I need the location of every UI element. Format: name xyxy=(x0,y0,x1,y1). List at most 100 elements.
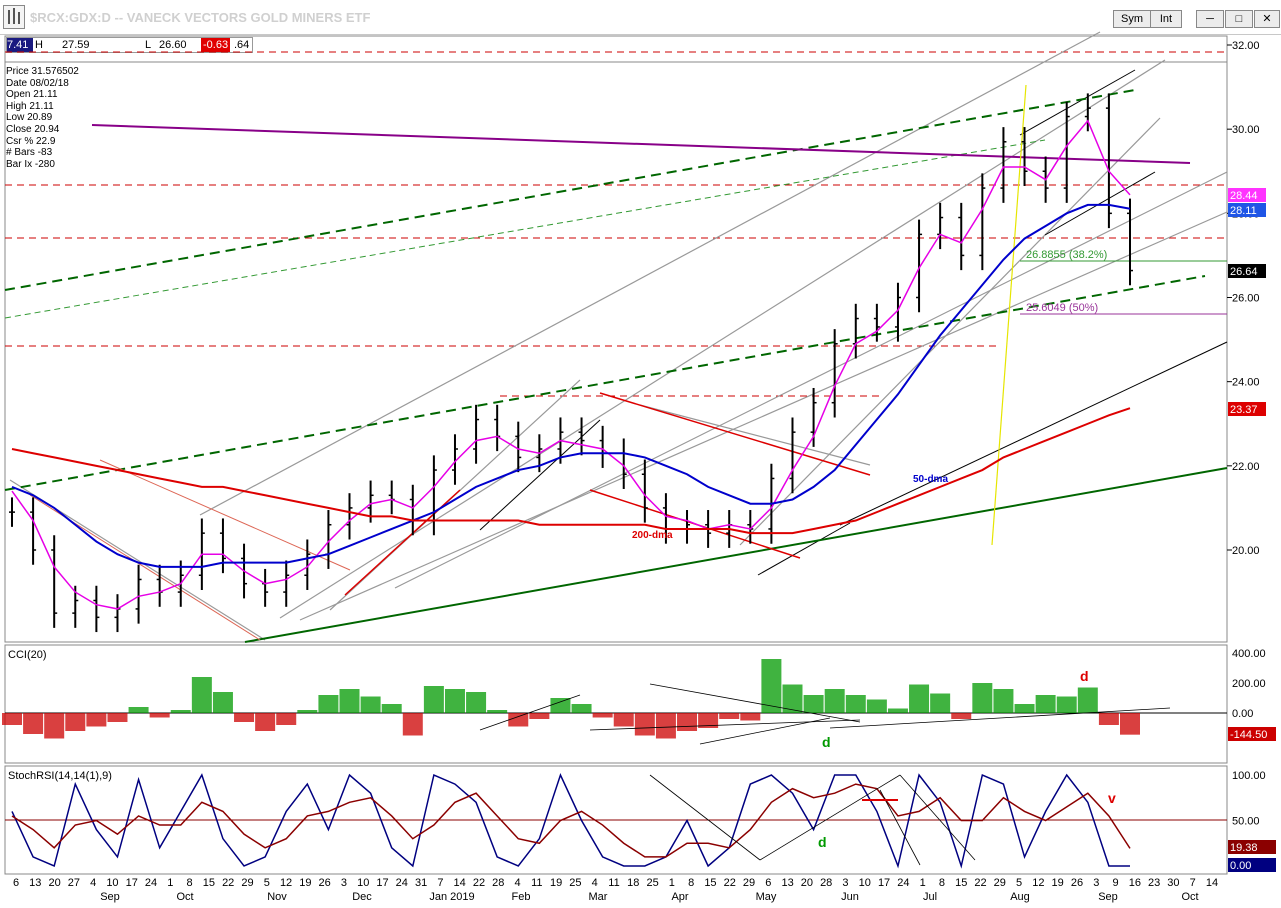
yellow-marker-line xyxy=(991,84,1027,546)
cci-bar xyxy=(360,696,381,713)
x-axis-day-label: 14 xyxy=(454,877,466,889)
ohlc-bar xyxy=(156,564,163,607)
cci-bar xyxy=(740,713,761,721)
ma10-line xyxy=(11,119,1131,610)
x-axis-day-label: 8 xyxy=(939,877,945,889)
close-icon: ✕ xyxy=(1262,13,1272,25)
info-low: Low 20.89 xyxy=(6,112,53,124)
green-long-trendline xyxy=(244,467,1228,643)
cci-bar xyxy=(212,692,233,713)
x-axis-day-label: 4 xyxy=(592,877,598,889)
cci-bar xyxy=(1098,713,1119,725)
x-axis-day-label: 19 xyxy=(299,877,311,889)
badge-last xyxy=(1228,264,1266,278)
stochrsi-trendlines xyxy=(649,774,976,866)
hl-last-value: .64 xyxy=(234,39,250,51)
badge-ma50 xyxy=(1228,203,1266,217)
cci-d-annotation-1: d xyxy=(822,734,831,750)
x-axis-day-label: 28 xyxy=(492,877,504,889)
cci-bar xyxy=(444,689,465,713)
stochrsi-fast-line xyxy=(11,772,1130,869)
cci-bar xyxy=(1120,713,1140,735)
stochrsi-d-annotation: d xyxy=(818,834,827,850)
x-axis-day-label: 7 xyxy=(1190,877,1196,889)
badge-ma200 xyxy=(1228,402,1266,416)
cci-badge-text: -144.50 xyxy=(1230,729,1267,741)
price-axis-label: 22.00 xyxy=(1232,461,1260,473)
ohlc-bar xyxy=(304,539,311,590)
ohlc-bar xyxy=(979,173,986,271)
hl-h-label: H xyxy=(35,39,43,51)
cci-axis-label: 0.00 xyxy=(1232,708,1253,720)
x-axis-day-label: 1 xyxy=(920,877,926,889)
cci-bar xyxy=(276,713,297,725)
x-axis-day-label: 18 xyxy=(627,877,639,889)
x-axis-day-label: 11 xyxy=(531,877,542,889)
minimize-button[interactable]: ─ xyxy=(1196,10,1224,28)
stochrsi-badge-1 xyxy=(1228,840,1276,854)
cci-bar xyxy=(466,692,487,713)
x-axis-day-label: 12 xyxy=(280,877,292,889)
x-axis-day-label: 24 xyxy=(897,877,909,889)
ohlc-bar xyxy=(409,484,416,536)
stochrsi-badge-2-text: 0.00 xyxy=(1230,860,1251,872)
cci-bar xyxy=(86,713,107,727)
price-pane-frame xyxy=(4,35,1228,643)
cci-bar xyxy=(529,713,550,719)
hl-low-tag: 7.41 xyxy=(7,38,33,52)
x-axis-day-label: 10 xyxy=(106,877,118,889)
cci-bar xyxy=(613,713,634,727)
x-axis-day-label: 6 xyxy=(765,877,771,889)
cci-bar xyxy=(845,695,866,713)
x-axis-month-label: Aug xyxy=(1010,891,1030,903)
cci-bar xyxy=(824,689,845,713)
x-axis-day-label: 26 xyxy=(319,877,331,889)
cci-bar xyxy=(423,686,444,713)
ohlc-bar xyxy=(937,202,944,250)
ohlc-bar xyxy=(515,421,522,473)
interval-button[interactable]: Int xyxy=(1150,10,1182,28)
restore-button[interactable]: □ xyxy=(1225,10,1253,28)
x-axis-day-label: 9 xyxy=(1112,877,1118,889)
black-trend-lines xyxy=(479,69,1228,576)
x-axis-month-label: Jan 2019 xyxy=(429,891,474,903)
cci-bar xyxy=(803,695,824,713)
ma200-line xyxy=(11,407,1131,535)
label-50dma: 50-dma xyxy=(913,474,948,485)
ohlc-bar xyxy=(684,510,691,544)
x-axis-day-label: 10 xyxy=(859,877,871,889)
ohlc-bar xyxy=(1127,198,1133,286)
x-axis-day-label: 26 xyxy=(1071,877,1083,889)
x-axis-day-label: 7 xyxy=(437,877,443,889)
cci-bar xyxy=(170,710,191,713)
ohlc-bar xyxy=(430,455,437,536)
ohlc-bar xyxy=(494,404,501,452)
ohlc-bar xyxy=(641,459,648,523)
hl-readout-bar: 7.41 H 27.59 L 26.60 -0.63 .64 xyxy=(6,37,253,53)
info-csr: Csr % 22.9 xyxy=(6,135,56,147)
red-channel-lines xyxy=(344,392,871,596)
cci-bar xyxy=(297,710,318,713)
close-button[interactable]: ✕ xyxy=(1254,10,1280,28)
x-axis-day-label: 29 xyxy=(994,877,1006,889)
window-titlebar: $RCX:GDX:D -- VANECK VECTORS GOLD MINERS… xyxy=(0,0,1281,35)
ohlc-bar xyxy=(578,417,585,456)
cci-bar xyxy=(1056,696,1077,713)
x-axis-day-label: 8 xyxy=(688,877,694,889)
stochrsi-axis: 100.00 50.00 xyxy=(1232,770,1266,828)
ohlc-bar xyxy=(1063,101,1070,203)
ohlc-bar xyxy=(346,493,353,540)
ohlc-bar xyxy=(51,535,58,628)
cci-bar xyxy=(2,713,22,725)
ohlc-bar xyxy=(473,404,480,464)
cci-bar xyxy=(761,659,782,713)
info-open: Open 21.11 xyxy=(6,89,58,101)
x-axis-month-label: Jun xyxy=(841,891,859,903)
price-axis-label: 20.00 xyxy=(1232,545,1260,557)
x-axis-day-label: 16 xyxy=(1129,877,1141,889)
x-axis-day-label: 30 xyxy=(1167,877,1179,889)
x-axis-day-label: 10 xyxy=(357,877,369,889)
hl-l-value: 26.60 xyxy=(159,39,187,51)
minimize-icon: ─ xyxy=(1206,13,1214,25)
badge-ma200-text: 23.37 xyxy=(1230,404,1258,416)
